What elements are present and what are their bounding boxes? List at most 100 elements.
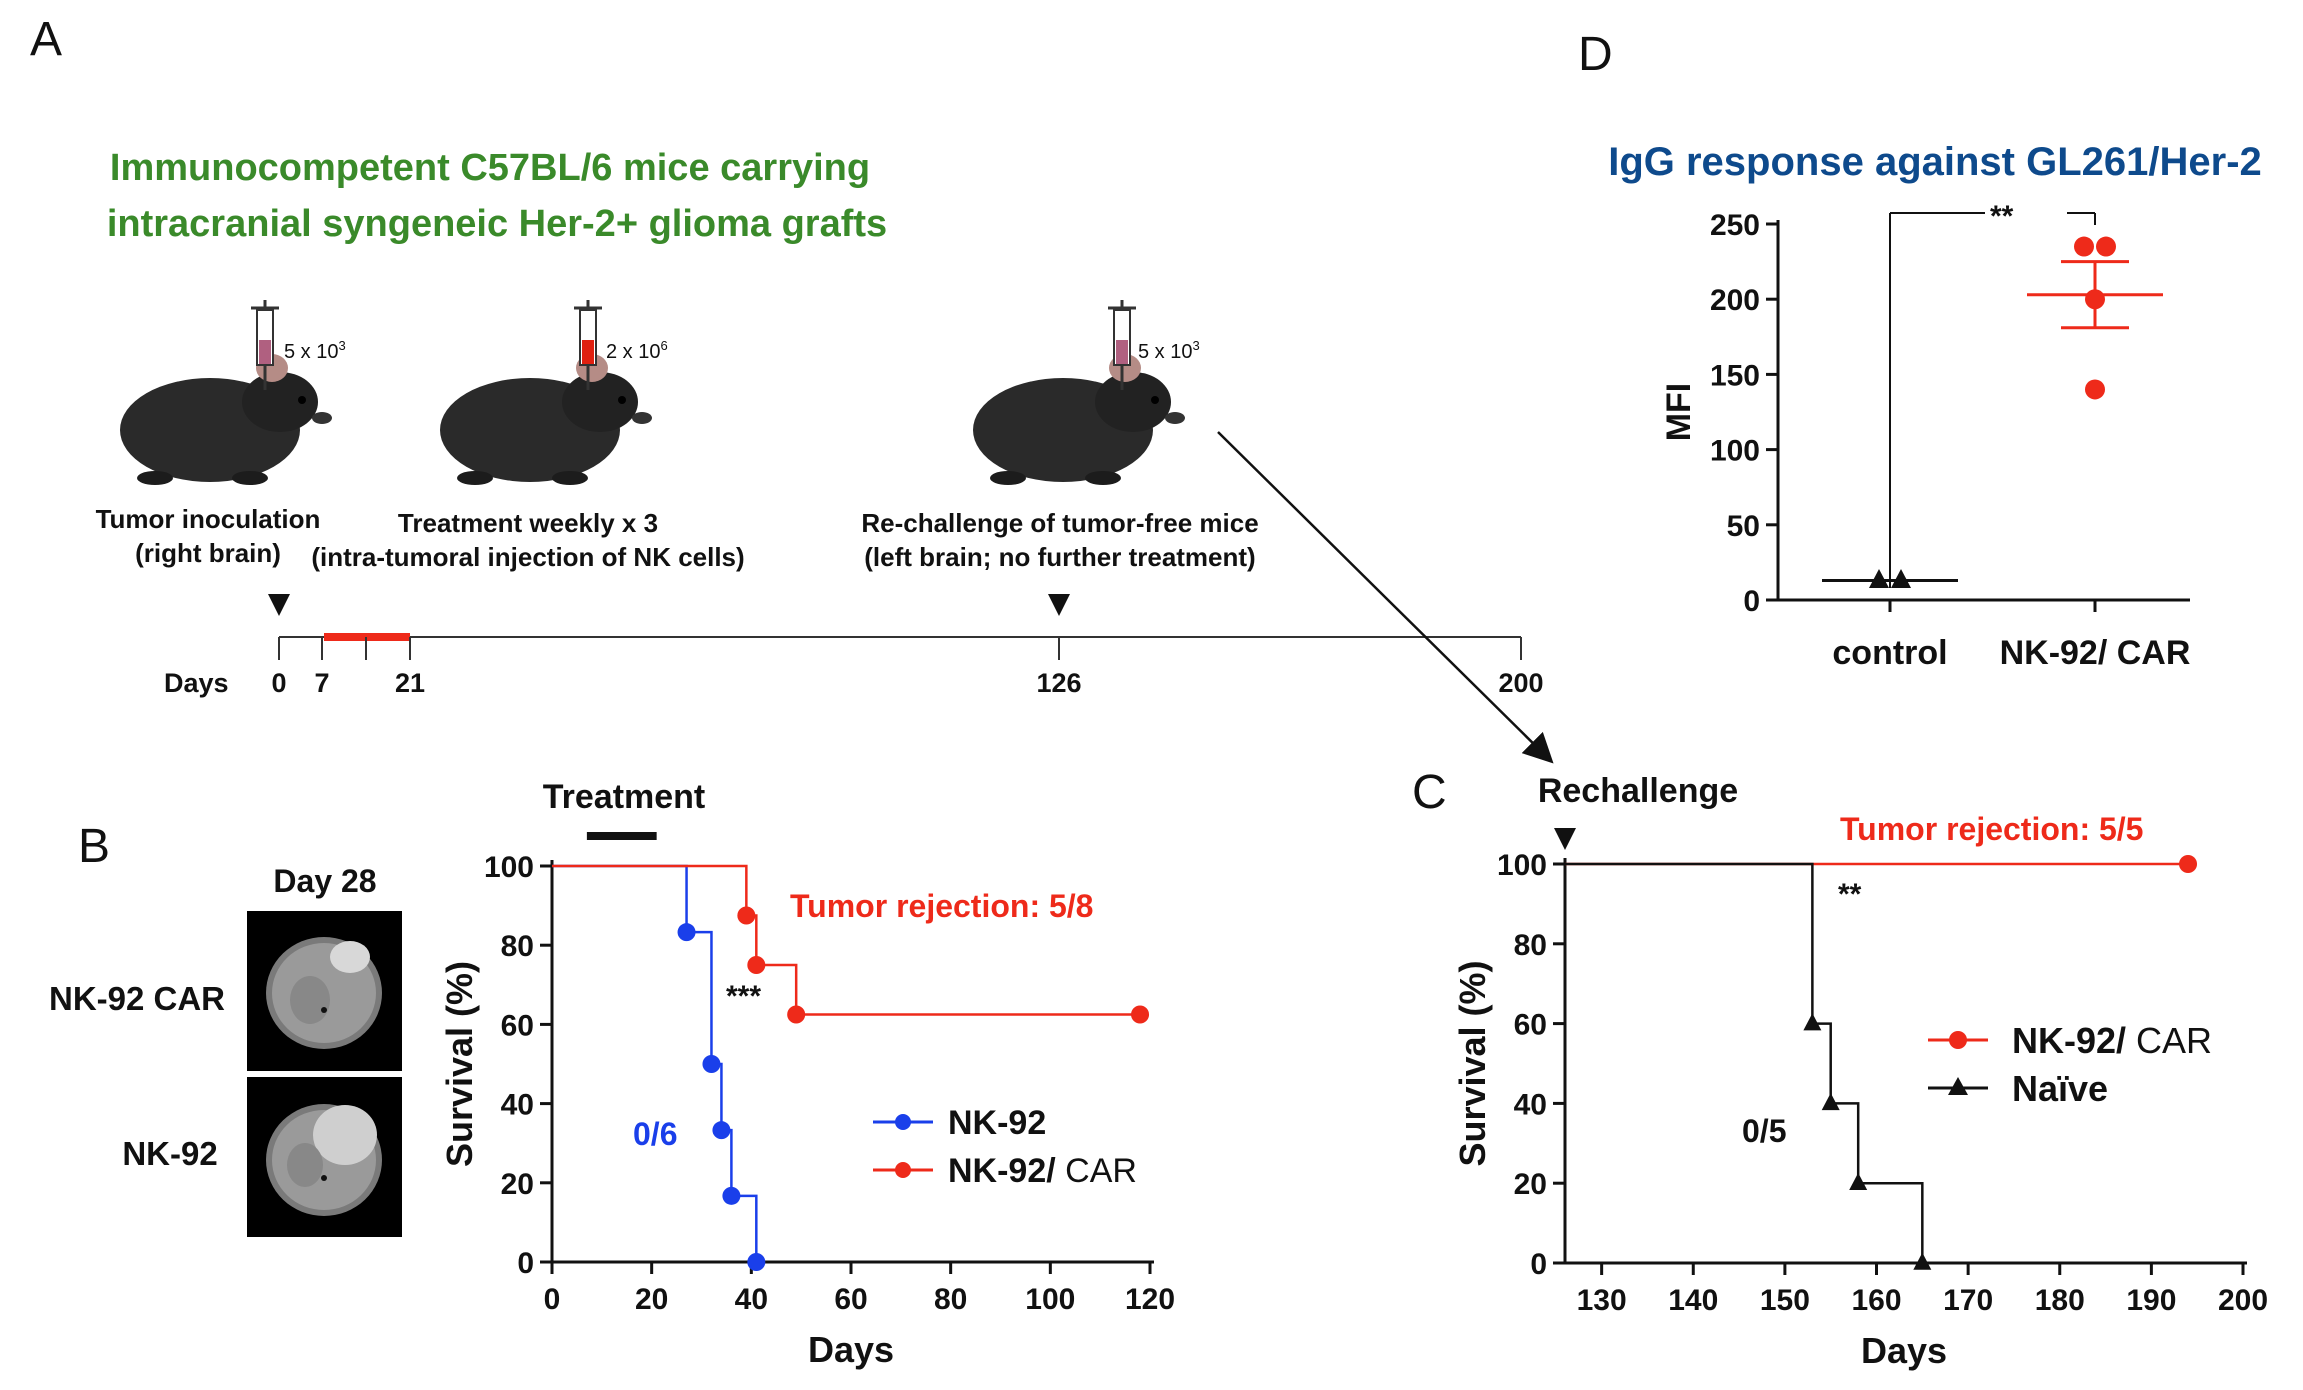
count-label-c: 0/5 xyxy=(1742,1113,1786,1149)
legend-c-line2: Naïve xyxy=(2012,1068,2108,1109)
y-tick-label: 100 xyxy=(484,851,534,884)
x-tick-label: 100 xyxy=(1025,1283,1075,1316)
x-tick-label: 0 xyxy=(544,1283,561,1316)
down-triangle-icon xyxy=(1048,594,1070,616)
y-tick-label: 60 xyxy=(1514,1009,1547,1042)
data-point xyxy=(737,906,756,925)
significance-b: *** xyxy=(726,980,761,1013)
data-point xyxy=(2085,379,2105,400)
event-3-line1: Re-challenge of tumor-free mice xyxy=(861,508,1258,538)
y-tick-label: 100 xyxy=(1710,435,1760,468)
y-tick-label: 250 xyxy=(1710,209,1760,242)
x-category-label: control xyxy=(1832,634,1947,672)
timeline-tick-200: 200 xyxy=(1498,668,1543,698)
syringe-dose-1: 5 x 103 xyxy=(284,338,346,363)
data-point xyxy=(1131,1005,1150,1024)
panel-letter-a: A xyxy=(30,13,62,66)
image-header: Day 28 xyxy=(273,863,376,899)
data-point xyxy=(2179,855,2198,873)
legend-c: NK-92/ CAR Naïve xyxy=(1928,1020,2212,1109)
data-point xyxy=(722,1186,741,1205)
timeline-label: Days xyxy=(164,668,229,698)
x-tick-label: 120 xyxy=(1125,1283,1175,1316)
panel-letter-b: B xyxy=(78,820,110,873)
y-axis-label: Survival (%) xyxy=(1452,960,1493,1166)
data-point xyxy=(1821,1093,1840,1111)
y-tick-label: 150 xyxy=(1710,359,1760,392)
mouse-icon xyxy=(440,354,652,485)
x-tick-label: 160 xyxy=(1851,1284,1901,1317)
x-tick-label: 180 xyxy=(2035,1284,2085,1317)
panel-letter-c: C xyxy=(1412,766,1447,819)
tumor-rejection-b: Tumor rejection: 5/8 xyxy=(790,888,1093,924)
data-point xyxy=(2096,236,2116,257)
panel-a-title-line1: Immunocompetent C57BL/6 mice carrying xyxy=(110,147,870,189)
timeline-tick-7: 7 xyxy=(314,668,329,698)
legend-b: NK-92 NK-92/ CAR xyxy=(873,1104,1137,1190)
data-point xyxy=(1803,1013,1822,1031)
data-point xyxy=(712,1121,731,1140)
syringe-icon xyxy=(1108,300,1136,390)
event-1-line2: (right brain) xyxy=(135,538,281,568)
x-tick-label: 150 xyxy=(1760,1284,1810,1317)
row-label-car: NK-92 CAR xyxy=(49,980,225,1017)
y-tick-label: 0 xyxy=(517,1247,534,1280)
brain-scan-icon xyxy=(266,1104,382,1216)
event-3-line2: (left brain; no further treatment) xyxy=(864,542,1255,572)
significance-c: ** xyxy=(1838,878,1862,911)
y-tick-label: 100 xyxy=(1497,849,1547,882)
event-1-line1: Tumor inoculation xyxy=(96,504,321,534)
y-tick-label: 0 xyxy=(1530,1248,1547,1281)
count-label-b: 0/6 xyxy=(633,1116,677,1152)
rechallenge-arrow xyxy=(1217,431,1554,764)
brain-scan-icon xyxy=(266,937,382,1049)
y-axis-label: MFI xyxy=(1660,383,1698,442)
x-axis-label: Days xyxy=(808,1329,894,1370)
data-point xyxy=(2085,289,2105,310)
data-point xyxy=(1869,568,1889,588)
y-tick-label: 40 xyxy=(501,1089,534,1122)
data-point xyxy=(787,1005,806,1024)
data-point xyxy=(1849,1172,1868,1190)
rechallenge-label: Rechallenge xyxy=(1538,772,1738,810)
y-tick-label: 50 xyxy=(1727,510,1760,543)
x-tick-label: 200 xyxy=(2218,1284,2268,1317)
legend-c-line1: NK-92/ CAR xyxy=(2012,1020,2212,1061)
y-tick-label: 20 xyxy=(501,1168,534,1201)
data-point xyxy=(1891,568,1911,588)
chart-c: 0 20 40 60 80 100 130 140 150 160 170 180 190 200 Days… xyxy=(1452,849,2268,1371)
y-tick-label: 0 xyxy=(1743,585,1760,618)
legend-b-line1: NK-92 xyxy=(948,1104,1046,1142)
syringe-dose-2: 2 x 106 xyxy=(606,338,668,363)
data-point xyxy=(747,956,766,974)
chart-title: IgG response against GL261/Her-2 xyxy=(1608,140,2262,184)
y-tick-label: 80 xyxy=(1514,929,1547,962)
data-point xyxy=(2074,236,2094,257)
tumor-rejection-c: Tumor rejection: 5/5 xyxy=(1840,811,2143,847)
timeline-tick-126: 126 xyxy=(1036,668,1081,698)
row-label-nk92: NK-92 xyxy=(122,1135,217,1172)
syringe-icon xyxy=(574,300,602,390)
event-2-line2: (intra-tumoral injection of NK cells) xyxy=(311,542,744,572)
y-tick-label: 20 xyxy=(1514,1168,1547,1201)
x-axis-label: Days xyxy=(1861,1330,1947,1371)
treatment-label: Treatment xyxy=(543,778,706,816)
data-point xyxy=(747,1253,766,1271)
y-tick-label: 80 xyxy=(501,930,534,963)
y-tick-label: 40 xyxy=(1514,1088,1547,1121)
panel-a: Immunocompetent C57BL/6 mice carrying in… xyxy=(96,147,1554,764)
panel-a-title-line2: intracranial syngeneic Her-2+ glioma gra… xyxy=(107,203,887,245)
significance-d: ** xyxy=(1990,200,2014,233)
panel-b-images: Day 28 NK-92 CAR NK-92 xyxy=(49,863,402,1237)
data-point xyxy=(677,923,696,942)
down-triangle-icon xyxy=(1554,828,1576,850)
x-tick-label: 60 xyxy=(834,1283,867,1316)
syringe-dose-3: 5 x 103 xyxy=(1138,338,1200,363)
series-line xyxy=(1565,862,1924,1263)
x-tick-label: 140 xyxy=(1668,1284,1718,1317)
y-tick-label: 200 xyxy=(1710,284,1760,317)
mouse-icon xyxy=(120,354,332,485)
panel-letter-d: D xyxy=(1578,28,1613,81)
y-axis-label: Survival (%) xyxy=(439,961,480,1167)
